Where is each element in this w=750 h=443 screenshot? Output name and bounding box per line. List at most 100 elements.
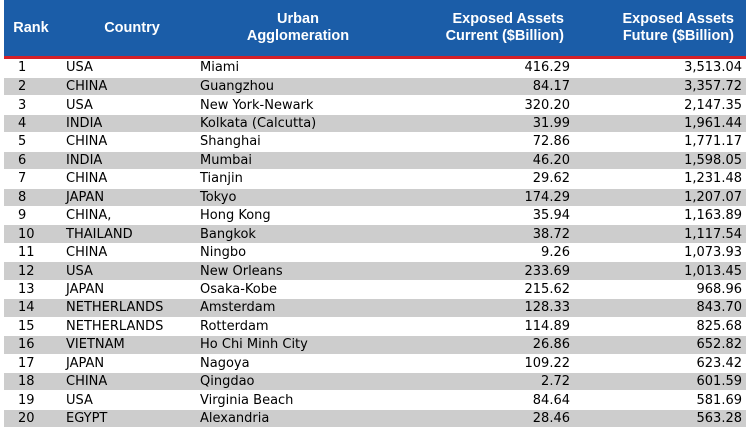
- cell-city: Tianjin: [200, 169, 396, 189]
- exposed-assets-table-container: Rank Country Urban Agglomeration Exposed…: [4, 0, 746, 429]
- cell-city: Mumbai: [200, 151, 396, 171]
- table-row: 6 INDIA Mumbai 46.20 1,598.05: [4, 151, 746, 171]
- table-row: 19 USA Virginia Beach 84.64 581.69: [4, 390, 746, 410]
- cell-rank: 19: [4, 390, 64, 410]
- table-row: 18 CHINA Qingdao 2.72 601.59: [4, 372, 746, 392]
- header-city-line1: Urban: [277, 11, 319, 27]
- cell-current-assets: 320.20: [396, 95, 576, 115]
- cell-rank: 17: [4, 354, 64, 373]
- cell-rank: 8: [4, 188, 64, 208]
- table-row: 16 VIETNAM Ho Chi Minh City 26.86 652.82: [4, 335, 746, 355]
- cell-rank: 11: [4, 243, 64, 263]
- table-row: 20 EGYPT Alexandria 28.46 563.28: [4, 409, 746, 429]
- cell-current-assets: 416.29: [396, 59, 576, 78]
- cell-future-assets: 1,117.54: [576, 224, 746, 244]
- header-rank-label: Rank: [13, 19, 49, 36]
- cell-future-assets: 843.70: [576, 298, 746, 318]
- cell-future-assets: 3,357.72: [576, 77, 746, 97]
- cell-city: Osaka-Kobe: [200, 280, 396, 300]
- cell-future-assets: 652.82: [576, 335, 746, 355]
- table-row: 11 CHINA Ningbo 9.26 1,073.93: [4, 243, 746, 263]
- cell-city: Shanghai: [200, 132, 396, 152]
- cell-current-assets: 9.26: [396, 243, 576, 263]
- cell-country: VIETNAM: [64, 335, 200, 355]
- cell-country: JAPAN: [64, 188, 200, 208]
- header-urban-agglomeration: Urban Agglomeration: [200, 0, 396, 56]
- cell-rank: 18: [4, 372, 64, 392]
- cell-city: Guangzhou: [200, 77, 396, 97]
- cell-rank: 1: [4, 59, 64, 78]
- cell-country: INDIA: [64, 151, 200, 171]
- cell-country: USA: [64, 261, 200, 281]
- cell-future-assets: 968.96: [576, 280, 746, 300]
- cell-future-assets: 1,771.17: [576, 132, 746, 152]
- cell-current-assets: 128.33: [396, 298, 576, 318]
- cell-country: USA: [64, 59, 200, 78]
- table-row: 7 CHINA Tianjin 29.62 1,231.48: [4, 169, 746, 189]
- cell-current-assets: 72.86: [396, 132, 576, 152]
- cell-future-assets: 1,598.05: [576, 151, 746, 171]
- cell-country: USA: [64, 95, 200, 115]
- table-body: 1 USA Miami 416.29 3,513.04 2 CHINA Guan…: [4, 59, 746, 429]
- header-rank: Rank: [4, 0, 64, 56]
- cell-current-assets: 84.17: [396, 77, 576, 97]
- cell-future-assets: 1,073.93: [576, 243, 746, 263]
- cell-city: Nagoya: [200, 354, 396, 373]
- cell-city: Ho Chi Minh City: [200, 335, 396, 355]
- cell-city: Ningbo: [200, 243, 396, 263]
- cell-current-assets: 35.94: [396, 206, 576, 226]
- cell-country: JAPAN: [64, 354, 200, 373]
- exposed-assets-table: Rank Country Urban Agglomeration Exposed…: [4, 0, 746, 429]
- cell-city: Alexandria: [200, 409, 396, 429]
- header-exposed-assets-current: Exposed Assets Current ($Billion): [396, 0, 576, 56]
- table-row: 9 CHINA, Hong Kong 35.94 1,163.89: [4, 206, 746, 226]
- cell-city: Kolkata (Calcutta): [200, 114, 396, 134]
- cell-rank: 10: [4, 224, 64, 244]
- cell-rank: 3: [4, 95, 64, 115]
- table-row: 1 USA Miami 416.29 3,513.04: [4, 59, 746, 78]
- cell-country: CHINA: [64, 372, 200, 392]
- cell-country: JAPAN: [64, 280, 200, 300]
- cell-current-assets: 29.62: [396, 169, 576, 189]
- cell-city: Miami: [200, 59, 396, 78]
- table-row: 4 INDIA Kolkata (Calcutta) 31.99 1,961.4…: [4, 114, 746, 134]
- cell-future-assets: 601.59: [576, 372, 746, 392]
- cell-city: Amsterdam: [200, 298, 396, 318]
- cell-city: Virginia Beach: [200, 390, 396, 410]
- cell-future-assets: 3,513.04: [576, 59, 746, 78]
- cell-country: CHINA: [64, 243, 200, 263]
- cell-rank: 12: [4, 261, 64, 281]
- cell-city: New York-Newark: [200, 95, 396, 115]
- cell-current-assets: 109.22: [396, 354, 576, 373]
- header-future-line2: Future ($Billion): [622, 28, 734, 44]
- header-exposed-assets-future: Exposed Assets Future ($Billion): [576, 0, 746, 56]
- cell-rank: 4: [4, 114, 64, 134]
- cell-country: NETHERLANDS: [64, 317, 200, 337]
- cell-rank: 7: [4, 169, 64, 189]
- cell-future-assets: 1,013.45: [576, 261, 746, 281]
- cell-rank: 20: [4, 409, 64, 429]
- cell-rank: 2: [4, 77, 64, 97]
- cell-current-assets: 174.29: [396, 188, 576, 208]
- cell-rank: 16: [4, 335, 64, 355]
- cell-rank: 13: [4, 280, 64, 300]
- cell-future-assets: 581.69: [576, 390, 746, 410]
- table-row: 15 NETHERLANDS Rotterdam 114.89 825.68: [4, 317, 746, 337]
- red-rule-line: [4, 56, 746, 59]
- cell-future-assets: 1,231.48: [576, 169, 746, 189]
- cell-current-assets: 2.72: [396, 372, 576, 392]
- header-current-line2: Current ($Billion): [445, 28, 564, 44]
- header-country-label: Country: [104, 19, 160, 36]
- table-row: 13 JAPAN Osaka-Kobe 215.62 968.96: [4, 280, 746, 300]
- cell-future-assets: 2,147.35: [576, 95, 746, 115]
- cell-country: NETHERLANDS: [64, 298, 200, 318]
- cell-current-assets: 28.46: [396, 409, 576, 429]
- table-row: 17 JAPAN Nagoya 109.22 623.42: [4, 354, 746, 373]
- cell-country: EGYPT: [64, 409, 200, 429]
- cell-city: Rotterdam: [200, 317, 396, 337]
- table-row: 10 THAILAND Bangkok 38.72 1,117.54: [4, 224, 746, 244]
- cell-future-assets: 563.28: [576, 409, 746, 429]
- header-divider: [4, 56, 746, 59]
- cell-rank: 6: [4, 151, 64, 171]
- cell-current-assets: 215.62: [396, 280, 576, 300]
